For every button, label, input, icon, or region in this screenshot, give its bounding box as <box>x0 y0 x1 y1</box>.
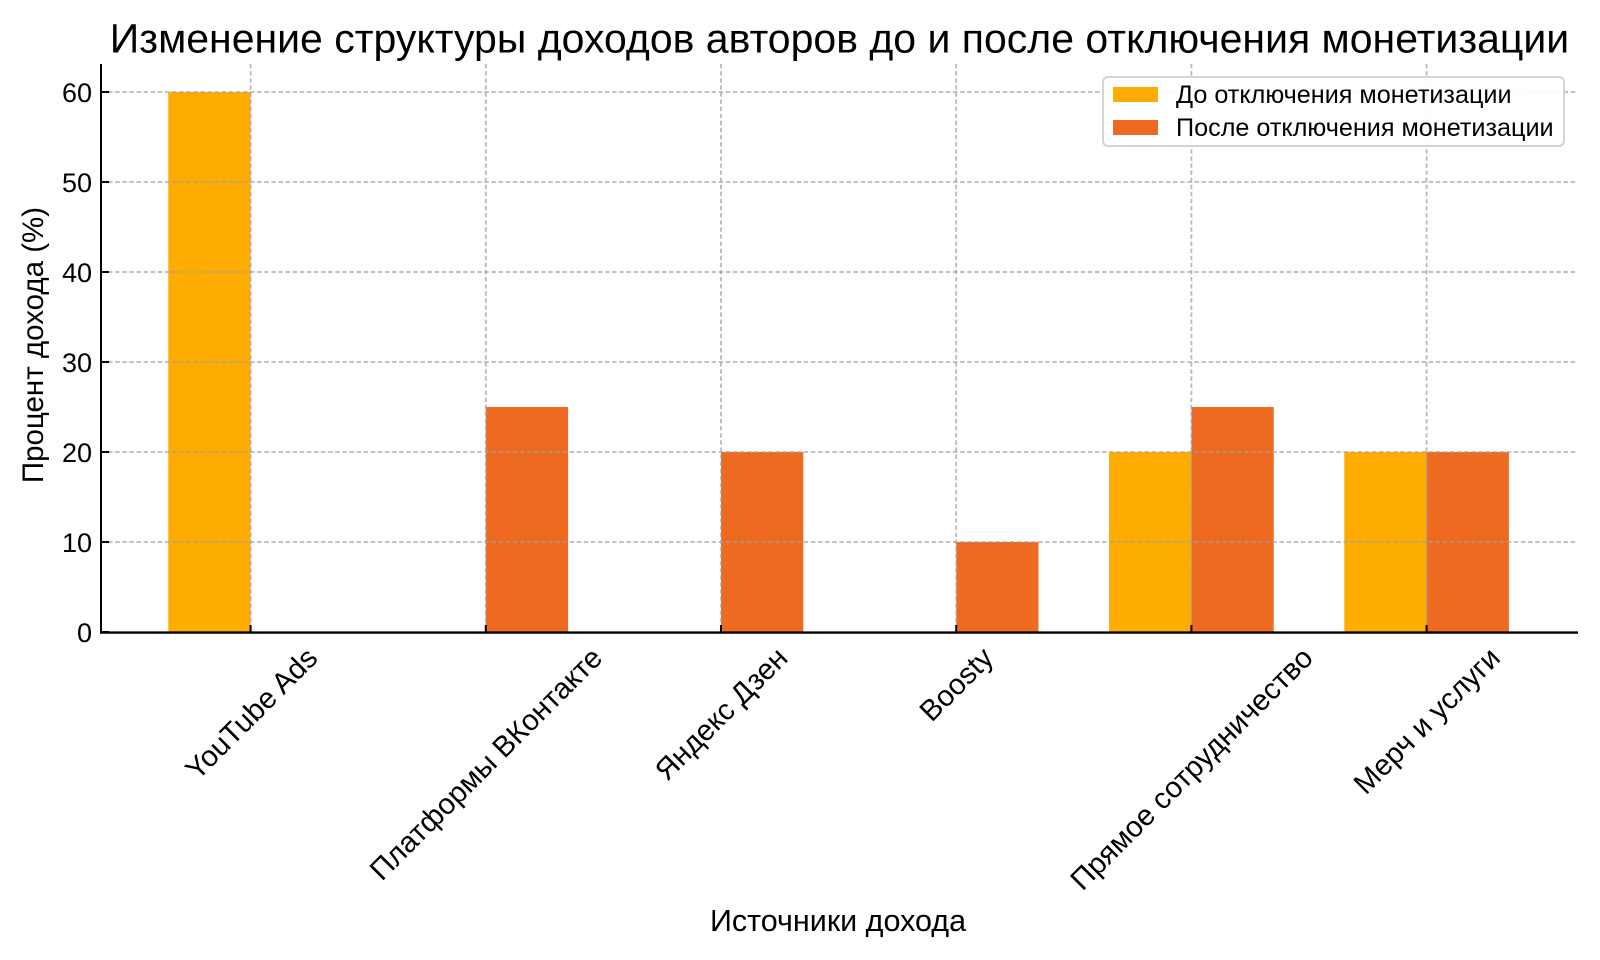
svg-text:40: 40 <box>62 258 92 288</box>
svg-text:0: 0 <box>77 618 92 648</box>
svg-text:50: 50 <box>62 168 92 198</box>
svg-text:Источники дохода: Источники дохода <box>710 904 966 938</box>
svg-text:Изменение структуры доходов ав: Изменение структуры доходов авторов до и… <box>110 16 1569 62</box>
svg-text:Процент дохода (%): Процент дохода (%) <box>17 207 50 483</box>
svg-text:20: 20 <box>62 438 92 468</box>
svg-text:10: 10 <box>62 528 92 558</box>
svg-text:60: 60 <box>62 78 92 108</box>
svg-text:30: 30 <box>62 348 92 378</box>
svg-text:До отключения монетизации: До отключения монетизации <box>1176 81 1512 109</box>
svg-text:После отключения монетизации: После отключения монетизации <box>1176 114 1554 142</box>
